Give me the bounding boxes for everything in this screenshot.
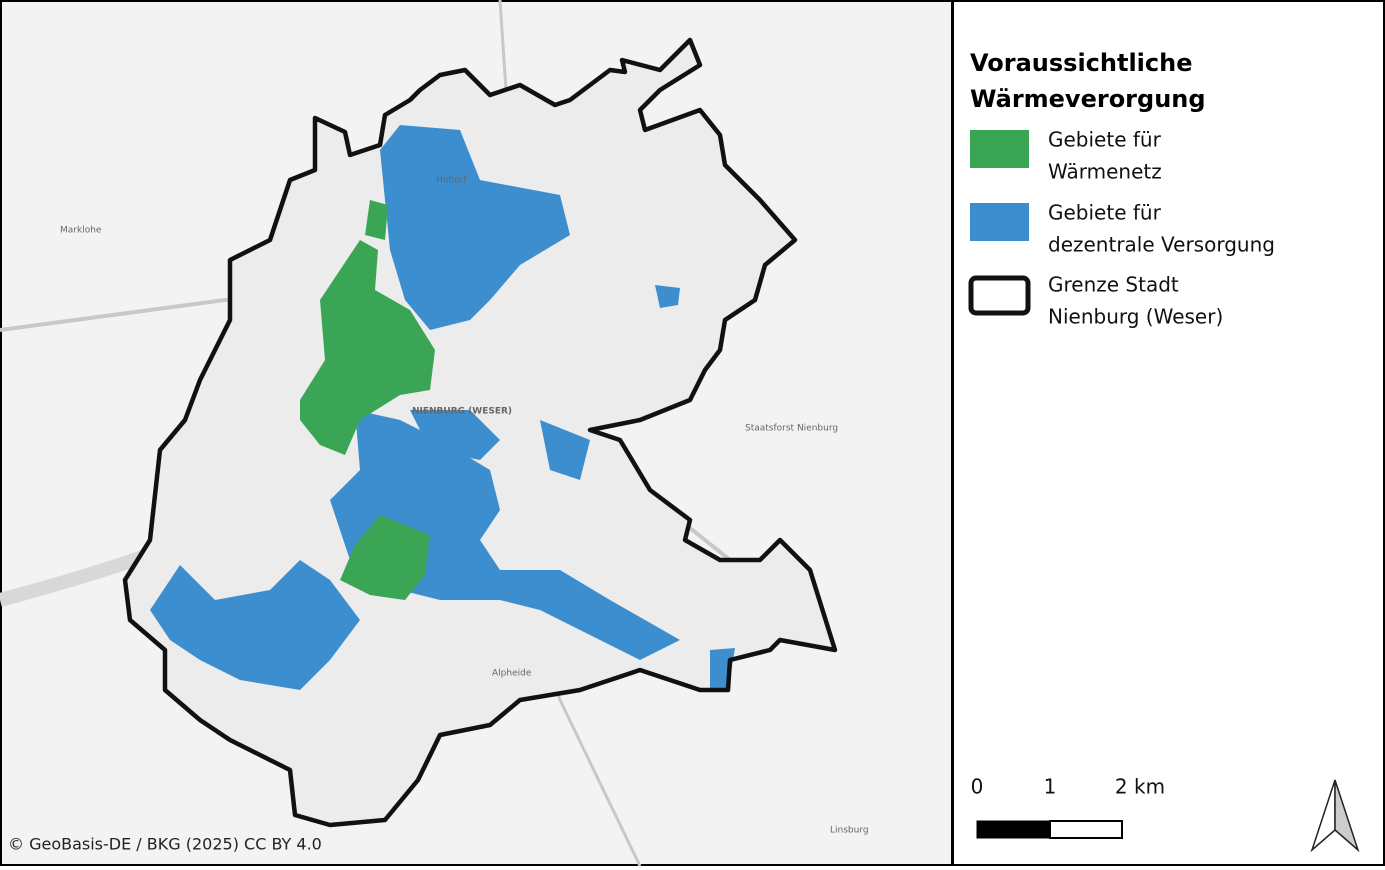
area xyxy=(365,200,388,240)
area xyxy=(300,240,435,455)
place-label: Holtorf xyxy=(436,176,468,186)
scale-bar xyxy=(1049,820,1123,839)
scale-bar xyxy=(976,820,1051,839)
scale-label: 0 xyxy=(971,775,984,799)
place-label: Linsburg xyxy=(830,826,869,836)
attribution: © GeoBasis-DE / BKG (2025) CC BY 4.0 xyxy=(8,835,322,854)
legend-panel: Voraussichtliche Wärmeverorgung Gebiete … xyxy=(952,0,1385,866)
legend-label: Nienburg (Weser) xyxy=(1048,305,1223,329)
legend-swatch xyxy=(970,130,1029,168)
area xyxy=(410,410,500,460)
legend-swatch xyxy=(970,203,1029,241)
map: NIENBURG (WESER) Marklohe Alpheide Staat… xyxy=(0,0,953,867)
north-arrow xyxy=(1310,779,1360,853)
legend-label: dezentrale Versorgung xyxy=(1048,233,1275,257)
area xyxy=(380,125,570,330)
place-label: Alpheide xyxy=(492,669,532,679)
area xyxy=(540,420,590,480)
legend-title: Voraussichtliche xyxy=(970,49,1193,77)
legend-label: Grenze Stadt xyxy=(1048,273,1179,297)
legend-label: Wärmenetz xyxy=(1048,160,1162,184)
scale-label: 2 km xyxy=(1115,775,1165,799)
legend-title: Wärmeverorgung xyxy=(970,85,1206,113)
legend-swatch xyxy=(968,275,1031,316)
city-boundary xyxy=(122,37,838,828)
area xyxy=(150,560,360,690)
area xyxy=(330,410,680,660)
legend-label: Gebiete für xyxy=(1048,128,1162,152)
place-label: Marklohe xyxy=(60,226,102,236)
scale-label: 1 xyxy=(1044,775,1057,799)
legend-label: Gebiete für xyxy=(1048,201,1162,225)
area xyxy=(655,285,680,308)
heat-network-areas xyxy=(300,200,435,600)
place-label: NIENBURG (WESER) xyxy=(412,407,512,417)
decentral-areas xyxy=(150,125,735,690)
place-label: Staatsforst Nienburg xyxy=(745,424,838,434)
area xyxy=(340,515,430,600)
